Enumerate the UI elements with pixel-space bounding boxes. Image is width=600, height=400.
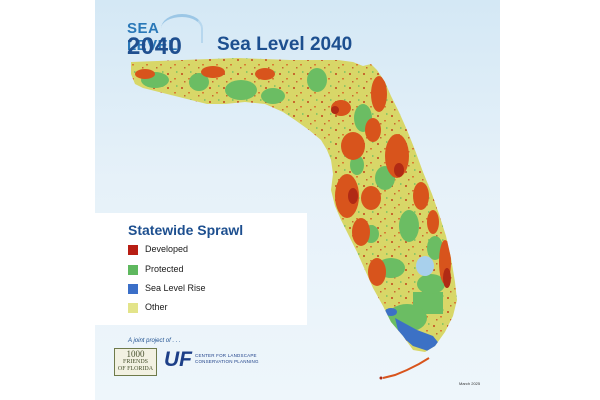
sea-level-2040-logo: SEA LEVEL 2040 bbox=[123, 14, 203, 60]
legend-label: Protected bbox=[145, 264, 184, 274]
legend-label: Sea Level Rise bbox=[145, 283, 206, 293]
wave-icon bbox=[161, 14, 203, 43]
legend-label: Developed bbox=[145, 244, 189, 254]
date-label: March 2025 bbox=[459, 381, 481, 386]
page-title: Sea Level 2040 bbox=[217, 34, 353, 55]
lake-okeechobee bbox=[416, 256, 434, 276]
logo-line-2: 2040 bbox=[127, 33, 183, 60]
legend-swatch bbox=[128, 265, 138, 275]
florida-keys bbox=[382, 357, 430, 379]
legend-swatch bbox=[128, 284, 138, 294]
logo-line-1: SEA LEVEL bbox=[127, 20, 178, 54]
uf-logo: UF bbox=[164, 348, 192, 371]
thousand-friends-logo: 1000 FRIENDS OF FLORIDA bbox=[114, 348, 157, 376]
thousand-friends-line-3: OF FLORIDA bbox=[117, 366, 154, 372]
thousand-friends-line-2: FRIENDS bbox=[122, 359, 148, 365]
joint-project-text: A joint project of . . . bbox=[128, 338, 181, 344]
thousand-friends-line-1: 1000 bbox=[126, 349, 145, 359]
uf-center-line-2: CONSERVATION PLANNING bbox=[195, 359, 259, 364]
legend-swatch bbox=[128, 303, 138, 313]
uf-center-line-1: CENTER FOR LANDSCAPE bbox=[195, 353, 257, 358]
legend-swatch bbox=[128, 245, 138, 255]
legend: Statewide Sprawl Developed Protected Sea… bbox=[95, 213, 307, 325]
legend-label: Other bbox=[145, 302, 168, 312]
uf-center-name: CENTER FOR LANDSCAPE CONSERVATION PLANNI… bbox=[195, 353, 259, 365]
poster: SEA LEVEL 2040 Sea Level 2040 Statewide … bbox=[95, 0, 500, 400]
legend-title: Statewide Sprawl bbox=[128, 222, 244, 238]
